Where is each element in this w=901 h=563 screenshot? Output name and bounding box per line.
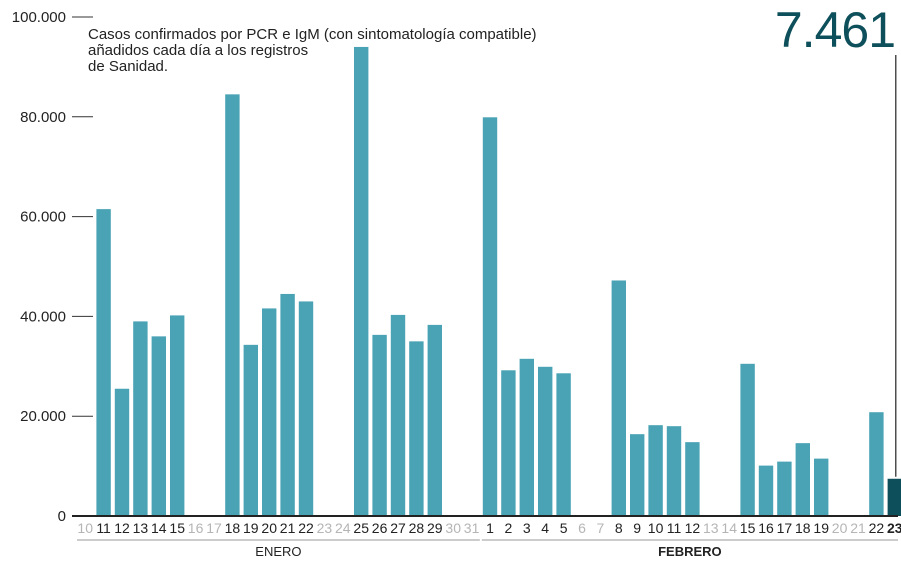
y-tick-label: 80.000	[20, 109, 66, 126]
month-label: FEBRERO	[658, 544, 722, 559]
x-tick-label: 4	[541, 520, 549, 536]
chart-note: Casos confirmados por PCR e IgM (con sin…	[88, 27, 628, 75]
x-tick-label: 10	[77, 520, 93, 536]
x-tick-label: 23	[887, 520, 901, 536]
x-tick-label: 19	[243, 520, 259, 536]
month-label: ENERO	[255, 544, 301, 559]
x-tick-label: 13	[133, 520, 149, 536]
bar	[151, 336, 166, 516]
x-tick-label: 3	[523, 520, 531, 536]
bar	[685, 442, 700, 516]
x-tick-label: 16	[188, 520, 204, 536]
x-tick-label: 27	[390, 520, 406, 536]
bar	[869, 412, 884, 516]
bar	[298, 301, 314, 516]
highlight-value: 7.461	[774, 2, 896, 58]
bar	[225, 94, 240, 516]
bar	[133, 321, 148, 516]
bar	[280, 293, 295, 516]
x-tick-label: 8	[615, 520, 623, 536]
x-tick-label: 16	[758, 520, 774, 536]
x-tick-label: 24	[335, 520, 351, 536]
x-tick-label: 11	[667, 520, 682, 536]
bar	[243, 344, 258, 516]
bar	[354, 46, 369, 516]
bars	[72, 46, 901, 517]
bar	[409, 341, 424, 516]
x-tick-label: 26	[372, 520, 388, 536]
bar	[519, 358, 534, 516]
bar	[372, 334, 387, 516]
x-tick-label: 12	[685, 520, 701, 536]
bar	[777, 461, 792, 516]
x-tick-label: 9	[633, 520, 641, 536]
x-tick-label: 23	[317, 520, 333, 536]
chart-note-line: Casos confirmados por PCR e IgM (con sin…	[88, 26, 537, 43]
y-tick-label: 20.000	[20, 408, 66, 425]
x-tick-label: 21	[280, 520, 296, 536]
bar	[170, 315, 185, 516]
x-tick-label: 14	[721, 520, 737, 536]
month-labels: ENERO FEBRERO	[77, 539, 898, 559]
x-tick-label: 21	[850, 520, 866, 536]
bar	[740, 363, 755, 516]
x-tick-label: 29	[427, 520, 443, 536]
bar	[501, 370, 516, 516]
x-axis-labels: 10 11 12 13 14 15 16 17 18 19 20 21 22 23 24 25 26 27 28 29…	[77, 520, 901, 536]
x-tick-label: 5	[560, 520, 568, 536]
bar	[262, 308, 277, 516]
x-tick-label: 14	[151, 520, 167, 536]
x-tick-label: 30	[445, 520, 461, 536]
x-tick-label: 17	[206, 520, 222, 536]
y-tick-label: 60.000	[20, 209, 66, 226]
bar	[611, 280, 626, 516]
bar	[96, 209, 111, 517]
bar	[427, 324, 442, 516]
bar	[482, 117, 498, 516]
x-tick-label: 22	[298, 520, 314, 536]
y-tick-label: 0	[58, 508, 66, 525]
bar	[630, 434, 645, 516]
x-tick-label: 15	[740, 520, 756, 536]
x-tick-label: 20	[261, 520, 277, 536]
y-tick-label: 100.000	[12, 9, 66, 26]
x-tick-label: 31	[464, 520, 480, 536]
bar	[795, 443, 810, 516]
x-tick-label: 13	[703, 520, 719, 536]
bar	[114, 388, 130, 516]
x-tick-label: 18	[225, 520, 241, 536]
x-tick-label: 7	[597, 520, 605, 536]
chart-note-line: de Sanidad.	[88, 58, 169, 75]
y-axis: 0 20.000 40.000 60.000 80.000 100.000	[12, 9, 93, 525]
x-tick-label: 15	[169, 520, 185, 536]
x-tick-label: 10	[648, 520, 664, 536]
x-tick-label: 18	[795, 520, 811, 536]
x-tick-label: 25	[353, 520, 369, 536]
x-tick-label: 11	[96, 520, 111, 536]
x-tick-label: 1	[486, 520, 494, 536]
highlight-bar	[887, 478, 901, 516]
x-tick-label: 12	[114, 520, 130, 536]
x-tick-label: 22	[869, 520, 885, 536]
x-tick-label: 6	[578, 520, 586, 536]
x-tick-label: 17	[777, 520, 793, 536]
bar	[814, 458, 829, 516]
x-tick-label: 20	[832, 520, 848, 536]
x-tick-label: 28	[409, 520, 425, 536]
x-tick-label: 19	[813, 520, 829, 536]
bar	[556, 373, 571, 516]
bar	[648, 425, 663, 516]
y-tick-label: 40.000	[20, 308, 66, 325]
chart-note-line: añadidos cada día a los registros	[88, 42, 309, 59]
bar	[758, 465, 774, 516]
bar	[538, 366, 553, 516]
bar	[390, 314, 406, 516]
bar	[666, 426, 682, 516]
x-tick-label: 2	[505, 520, 513, 536]
